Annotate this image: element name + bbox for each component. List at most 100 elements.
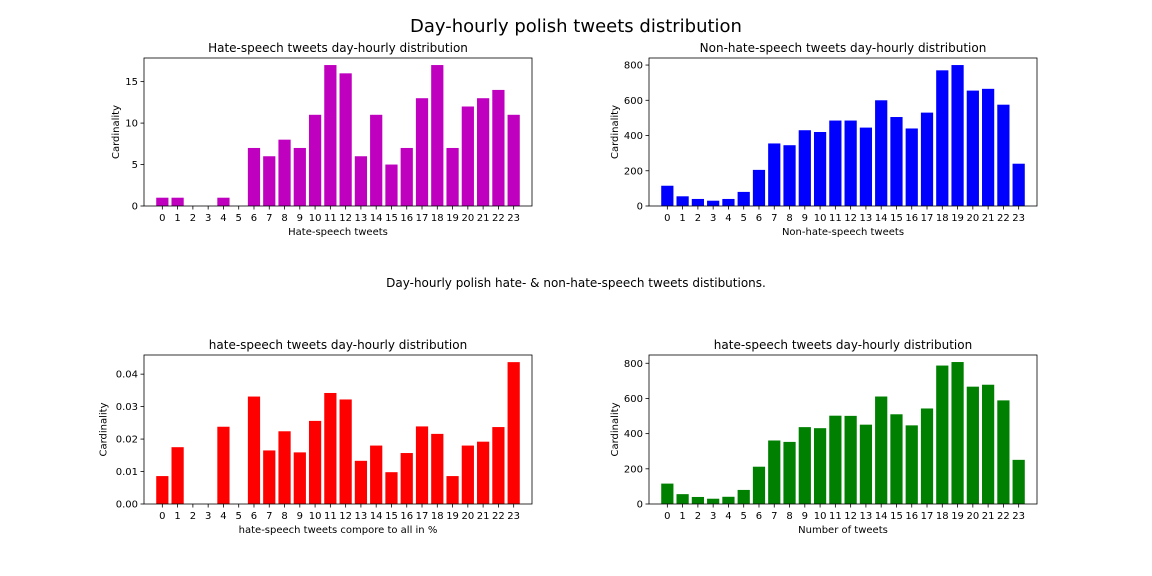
x-tick-label: 18 [936, 213, 949, 224]
x-tick-label: 3 [710, 511, 716, 522]
y-tick-label: 400 [624, 131, 643, 142]
bar-9 [798, 130, 811, 206]
x-tick-label: 3 [205, 213, 211, 224]
x-tick-label: 17 [416, 511, 429, 522]
bar-10 [308, 420, 322, 504]
bar-17 [415, 426, 429, 504]
x-tick-label: 5 [741, 511, 747, 522]
axes-frame [648, 57, 1038, 207]
bar-16 [400, 147, 413, 206]
bar-17 [415, 98, 429, 206]
bar-4 [217, 197, 230, 206]
bar-18 [936, 365, 949, 504]
bar-12 [339, 73, 352, 207]
x-tick-label: 20 [461, 213, 474, 224]
y-tick-label: 0 [132, 202, 138, 213]
x-tick-label: 10 [309, 213, 322, 224]
bar-1 [171, 447, 184, 504]
x-tick-label: 7 [266, 213, 272, 224]
bar-21 [477, 98, 490, 206]
bar-4 [217, 426, 230, 504]
x-tick-label: 19 [951, 511, 964, 522]
bar-15 [385, 472, 398, 504]
x-tick-label: 13 [355, 511, 368, 522]
bar-10 [308, 114, 322, 206]
y-tick-label: 0.01 [116, 467, 138, 478]
x-tick-label: 17 [921, 511, 934, 522]
x-tick-label: 4 [220, 213, 226, 224]
y-tick-label: 0 [637, 202, 643, 213]
bar-16 [905, 128, 918, 206]
x-tick-label: 12 [339, 213, 352, 224]
x-tick-label: 2 [695, 511, 701, 522]
x-tick-label: 15 [385, 511, 398, 522]
figure-caption: Day-hourly polish hate- & non-hate-speec… [386, 276, 766, 290]
subplot-2: 0 1 2 3 4 5 6 7 8 9 10 11 12 13 14 15 16 17 18 19 20 21 22 2302… [610, 41, 1038, 238]
x-tick-label: 17 [416, 213, 429, 224]
chart-title: Non-hate-speech tweets day-hourly distri… [700, 41, 987, 55]
x-tick-label: 10 [814, 511, 827, 522]
bar-12 [339, 399, 352, 504]
bar-17 [920, 408, 934, 504]
bar-5 [737, 191, 750, 206]
x-tick-label: 21 [477, 511, 490, 522]
x-tick-label: 1 [174, 213, 180, 224]
bar-23 [1012, 459, 1025, 504]
x-tick-label: 9 [297, 511, 303, 522]
chart-title: hate-speech tweets day-hourly distributi… [209, 338, 467, 352]
x-tick-label: 16 [905, 511, 918, 522]
bar-5 [737, 489, 750, 504]
y-tick-label: 0.03 [116, 402, 138, 413]
chart-title: Hate-speech tweets day-hourly distributi… [208, 41, 468, 55]
x-tick-label: 6 [756, 511, 762, 522]
bar-14 [875, 100, 888, 206]
y-tick-label: 600 [624, 96, 643, 107]
x-tick-label: 0 [159, 213, 165, 224]
x-tick-label: 18 [431, 511, 444, 522]
bar-17 [920, 112, 934, 206]
bar-4 [722, 198, 735, 206]
bar-22 [997, 400, 1010, 504]
x-tick-label: 16 [400, 213, 413, 224]
y-tick-label: 0.04 [116, 370, 138, 381]
bar-1 [676, 494, 689, 504]
bar-6 [247, 396, 261, 504]
y-axis-label: Cardinality [610, 402, 621, 456]
y-tick-label: 0.00 [116, 500, 138, 511]
x-tick-label: 8 [786, 511, 792, 522]
x-axis-label: hate-speech tweets compore to all in % [239, 525, 438, 536]
x-tick-label: 14 [370, 213, 383, 224]
bar-19 [951, 362, 964, 504]
y-tick-label: 600 [624, 394, 643, 405]
x-tick-label: 22 [492, 511, 505, 522]
subplot-4: 0 1 2 3 4 5 6 7 8 9 10 11 12 13 14 15 16 17 18 19 20 21 22 2302… [610, 338, 1038, 536]
x-tick-label: 20 [966, 511, 979, 522]
bar-19 [951, 65, 964, 206]
x-tick-label: 1 [679, 511, 685, 522]
x-tick-label: 14 [370, 511, 383, 522]
bar-0 [661, 483, 674, 504]
bar-18 [431, 65, 444, 206]
y-tick-label: 10 [125, 119, 138, 130]
x-tick-label: 13 [860, 511, 873, 522]
x-axis-label: Hate-speech tweets [288, 227, 388, 238]
x-tick-label: 21 [982, 511, 995, 522]
bar-21 [982, 88, 995, 206]
bar-4 [722, 496, 735, 504]
bar-11 [324, 65, 337, 206]
bar-1 [676, 196, 689, 206]
x-tick-label: 19 [446, 511, 459, 522]
bar-14 [370, 114, 383, 206]
bar-11 [829, 120, 842, 206]
x-tick-label: 9 [802, 511, 808, 522]
x-tick-label: 20 [966, 213, 979, 224]
bar-7 [263, 450, 276, 504]
bar-10 [813, 428, 827, 504]
bar-9 [798, 427, 811, 504]
x-tick-label: 22 [492, 213, 505, 224]
x-tick-label: 12 [844, 511, 857, 522]
y-axis-label: Cardinality [98, 402, 109, 456]
y-tick-label: 800 [624, 359, 643, 370]
x-tick-label: 6 [756, 213, 762, 224]
